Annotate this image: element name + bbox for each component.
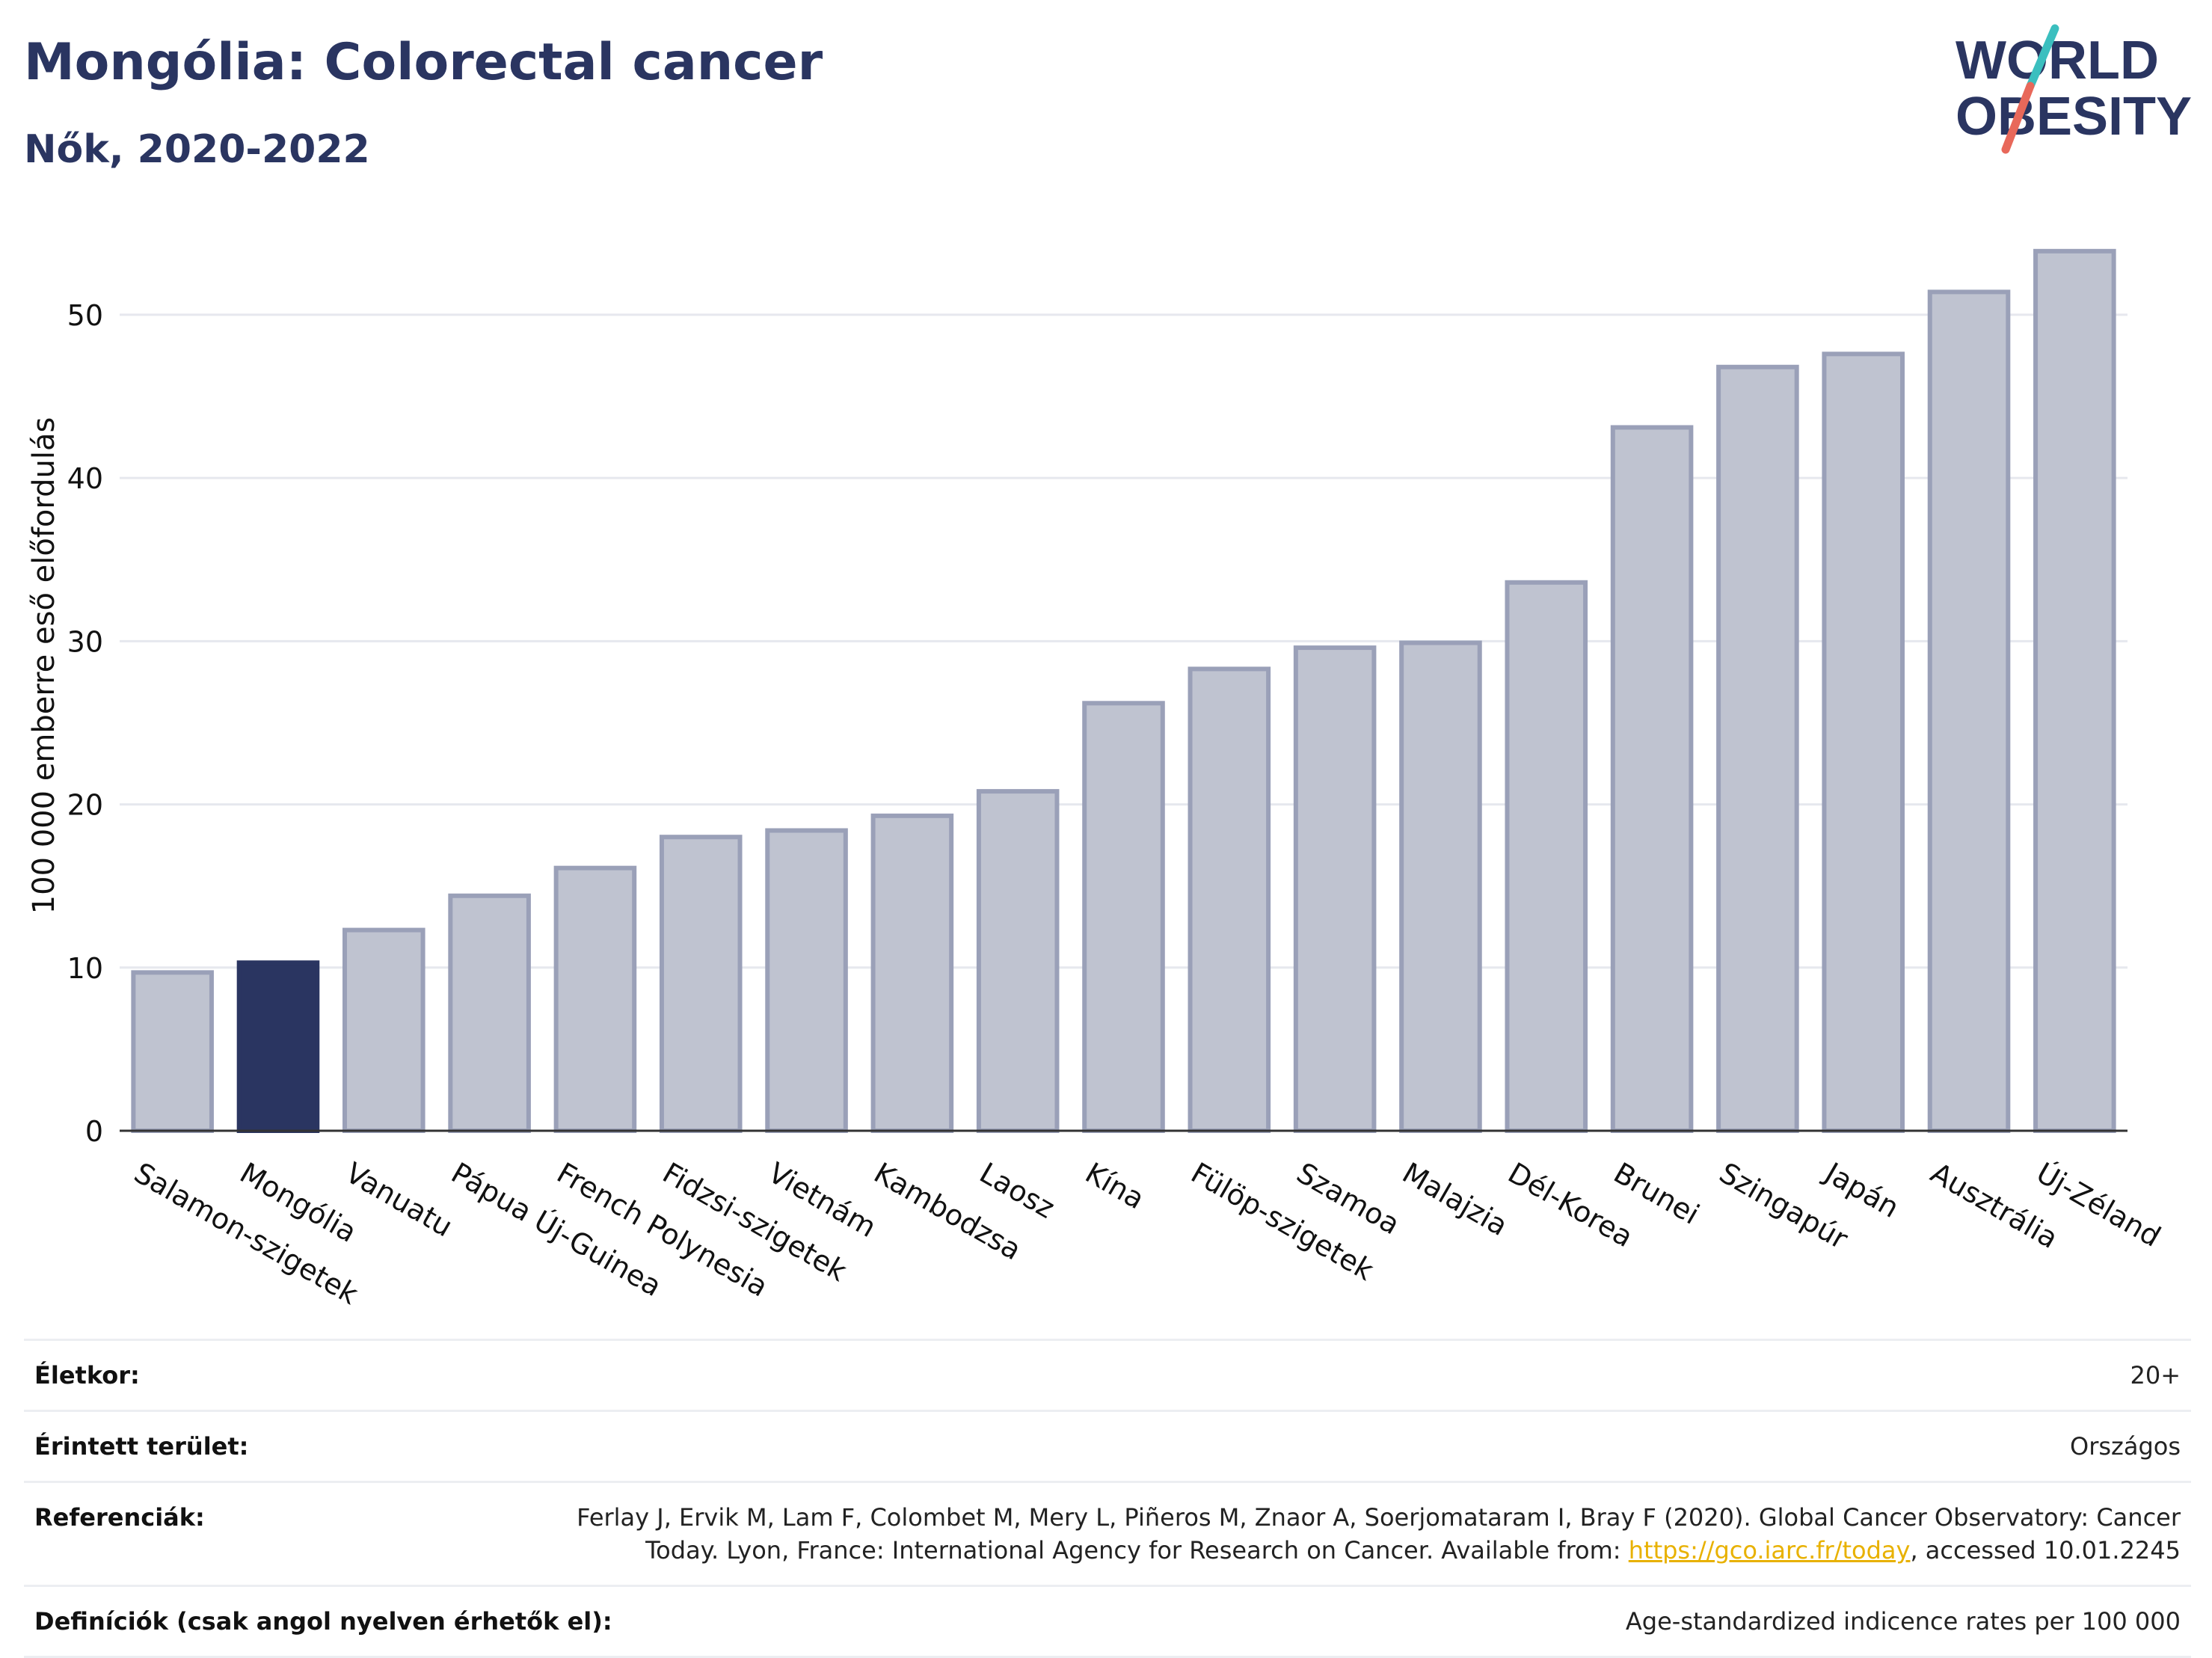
x-tick-label: Kína <box>1080 1156 1150 1216</box>
y-tick-label: 50 <box>67 299 103 332</box>
references-label: Referenciák: <box>34 1503 205 1532</box>
bar-brunei <box>1610 425 1694 1133</box>
bar-vanuatu <box>342 927 425 1133</box>
bar-szamoa <box>1293 645 1377 1133</box>
logo-slash-coral <box>2001 82 2035 154</box>
bar-új-zéland <box>2033 248 2116 1134</box>
area-label: Érintett terület: <box>34 1432 249 1461</box>
definitions-row: Definíciók (csak angol nyelven érhetők e… <box>24 1587 2191 1658</box>
bar-fülöp-szigetek <box>1188 666 1271 1133</box>
bar-fidzsi-szigetek <box>659 835 743 1133</box>
y-tick-label: 30 <box>67 625 103 658</box>
bar-kína <box>1082 701 1165 1133</box>
bar-japán <box>1822 351 1905 1133</box>
definitions-label: Definíciók (csak angol nyelven érhetők e… <box>34 1607 612 1636</box>
bar-dél-korea <box>1505 580 1588 1133</box>
definitions-value: Age-standardized indicence rates per 100… <box>1625 1607 2181 1636</box>
bars <box>131 248 2116 1134</box>
area-row: Érintett terület: Országos <box>24 1412 2191 1483</box>
reference-text: Ferlay J, Ervik M, Lam F, Colombet M, Me… <box>577 1503 2181 1565</box>
y-tick-label: 10 <box>67 952 103 985</box>
y-axis-label: 100 000 emberre eső előfordulás <box>27 417 61 915</box>
references-row: Referenciák: Ferlay J, Ervik M, Lam F, C… <box>24 1483 2191 1587</box>
bar-chart: 01020304050Salamon-szigetekMongóliaVanua… <box>27 248 2166 1311</box>
y-tick-label: 20 <box>67 789 103 822</box>
world-obesity-logo: WORLD OBESITY <box>1956 24 2192 154</box>
bar-salamon-szigetek <box>131 970 214 1134</box>
bar-mongólia <box>236 960 320 1133</box>
bar-malajzia <box>1399 640 1482 1133</box>
chart-subtitle: Nők, 2020-2022 <box>24 127 370 172</box>
logo-slash-teal <box>2026 24 2059 90</box>
y-tick-label: 0 <box>85 1115 103 1148</box>
area-value: Országos <box>2070 1432 2181 1461</box>
metadata-table: Életkor: 20+ Érintett terület: Országos … <box>24 1339 2191 1658</box>
age-row: Életkor: 20+ <box>24 1341 2191 1412</box>
reference-link[interactable]: https://gco.iarc.fr/today <box>1628 1536 1911 1565</box>
x-tick-label: Malajzia <box>1397 1156 1514 1242</box>
bar-vietnám <box>765 828 848 1133</box>
logo-text-world: WORLD <box>1956 31 2159 90</box>
chart-title: Mongólia: Colorectal cancer <box>24 33 823 92</box>
y-tick-label: 40 <box>67 462 103 495</box>
x-tick-label: Fülöp-szigetek <box>1185 1156 1379 1287</box>
logo-text-obesity: OBESITY <box>1956 87 2192 147</box>
references-value: Ferlay J, Ervik M, Lam F, Colombet M, Me… <box>498 1501 2181 1567</box>
bar-pápua-új-guinea <box>448 893 531 1134</box>
age-value: 20+ <box>2130 1361 2181 1390</box>
bar-ausztrália <box>1927 289 2011 1134</box>
bar-french-polynesia <box>553 865 637 1134</box>
reference-accessed: , accessed 10.01.2245 <box>1910 1536 2181 1565</box>
age-label: Életkor: <box>34 1361 140 1390</box>
bar-laosz <box>976 789 1060 1133</box>
x-tick-label: Vanuatu <box>340 1156 458 1243</box>
bar-szingapúr <box>1716 364 1799 1133</box>
bar-kambodzsa <box>870 813 954 1133</box>
